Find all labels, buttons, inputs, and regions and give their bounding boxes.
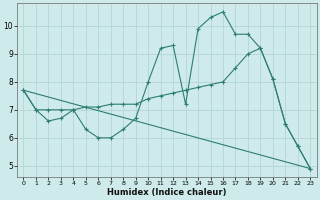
- X-axis label: Humidex (Indice chaleur): Humidex (Indice chaleur): [107, 188, 227, 197]
